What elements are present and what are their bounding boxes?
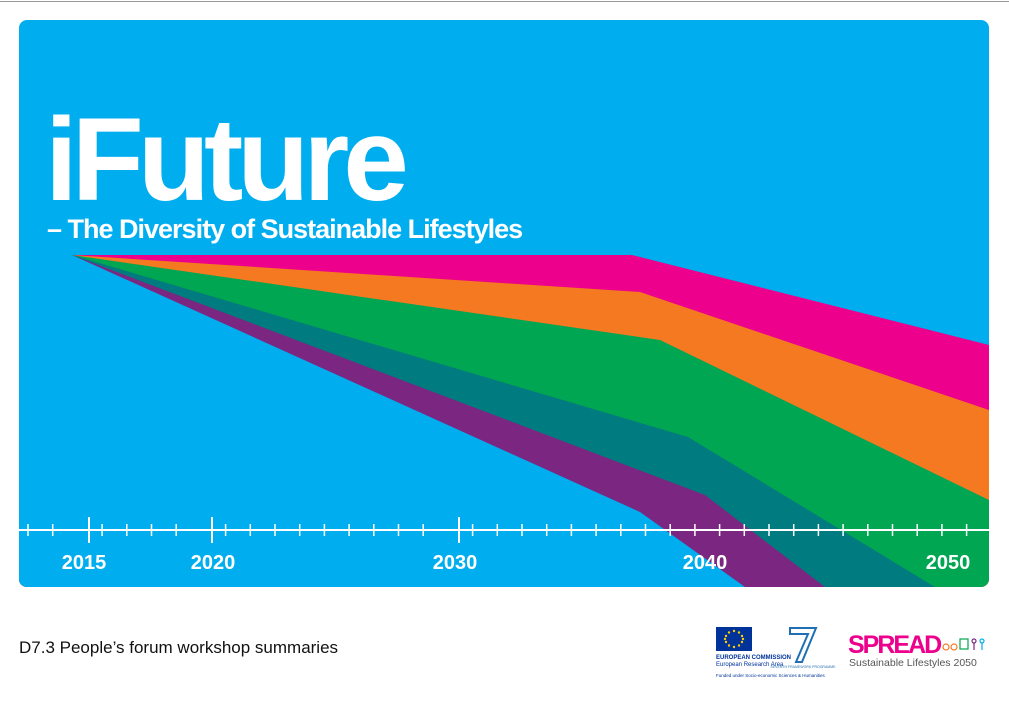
cover-title: iFuture: [45, 94, 405, 226]
document-label: D7.3 People’s forum workshop summaries: [19, 638, 338, 657]
cover-subtitle: – The Diversity of Sustainable Lifestyle…: [47, 214, 522, 244]
timeline-labels: 2015 2020 2030 2040 2050: [62, 552, 971, 574]
fp7-text: SEVENTH FRAMEWORK PROGRAMME: [771, 665, 837, 669]
year-label: 2040: [683, 552, 728, 574]
ec-name: EUROPEAN COMMISSION: [716, 655, 791, 661]
spread-logo: SPREAD Sustainable Lifestyles 2050: [848, 631, 985, 669]
fp7-logo: SEVENTH FRAMEWORK PROGRAMME: [771, 627, 837, 669]
spread-icons: [942, 638, 985, 651]
year-label: 2020: [191, 552, 236, 574]
year-label: 2030: [433, 552, 478, 574]
year-label: 2015: [62, 552, 107, 574]
spread-tagline: Sustainable Lifestyles 2050: [849, 657, 977, 669]
ec-logo: EUROPEAN COMMISSION European Research Ar…: [716, 627, 826, 678]
fp7-seven: [789, 627, 818, 663]
year-label: 2050: [926, 552, 971, 574]
band-background: [19, 255, 745, 587]
cover-panel: iFuture – The Diversity of Sustainable L…: [19, 20, 989, 587]
ec-area: European Research Area: [716, 662, 784, 668]
spread-wordmark: SPREAD: [848, 631, 941, 659]
timeline-axis: [19, 517, 989, 543]
ec-funding: Funded under Socio-economic Sciences & H…: [716, 673, 826, 678]
eu-stars: [723, 629, 745, 649]
